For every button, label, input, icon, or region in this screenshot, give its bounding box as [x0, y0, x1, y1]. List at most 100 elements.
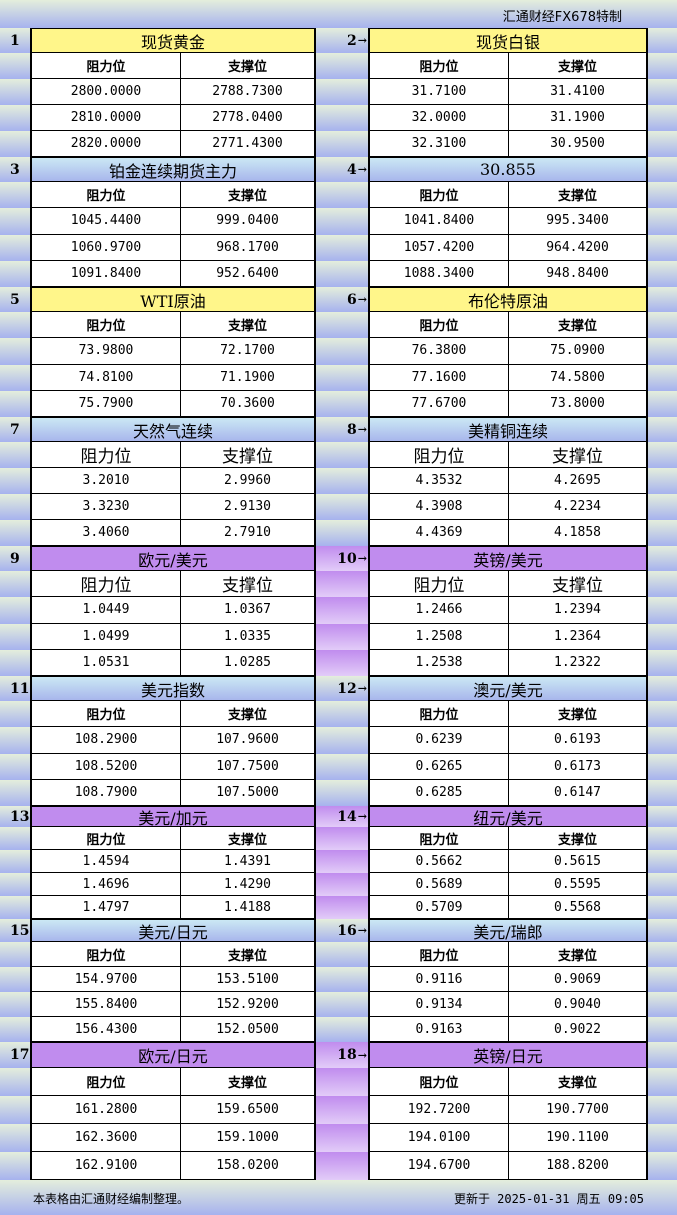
resistance-value: 156.4300 — [74, 1021, 138, 1037]
gutter-middle — [316, 417, 368, 442]
gutter-left — [0, 417, 30, 442]
data-row: 162.3600 159.1000 194.0100 190.1100 — [0, 1124, 677, 1152]
section-row: 美元指数 11 澳元/美元 12 → 阻力位 支撑位 阻力位 支撑位 108.2900 107.96… — [0, 676, 677, 806]
data-row: 1.4696 1.4290 0.5689 0.5595 — [0, 873, 677, 896]
support-value: 75.0900 — [508, 338, 646, 364]
gutter-middle — [316, 919, 368, 942]
gutter-left — [0, 1124, 30, 1152]
support-value: 107.7500 — [180, 753, 314, 779]
support-value: 0.5615 — [508, 850, 646, 872]
resistance-value: 1057.4200 — [403, 239, 475, 255]
column-headers: 阻力位 支撑位 — [368, 701, 648, 728]
column-header-row: 阻力位 支撑位 阻力位 支撑位 — [0, 942, 677, 967]
resistance-value: 77.6700 — [411, 395, 467, 411]
instrument-header: 美精铜连续 — [368, 417, 648, 442]
gutter-middle — [316, 364, 368, 391]
resistance-header: 阻力位 — [419, 60, 459, 75]
level-row: 154.9700 153.5100 — [30, 967, 316, 992]
data-row: 2800.0000 2788.7300 31.7100 31.4100 — [0, 79, 677, 105]
section-row: 欧元/日元 17 英镑/日元 18 → 阻力位 支撑位 阻力位 支撑位 161.2800 159.6… — [0, 1042, 677, 1180]
gutter-left — [0, 597, 30, 624]
gutter-right — [648, 1096, 677, 1124]
brand-label: 汇通财经FX678特制 — [502, 10, 622, 25]
support-value: 999.0400 — [180, 208, 314, 234]
support-value: 968.1700 — [180, 234, 314, 260]
gutter-right — [648, 287, 677, 312]
gutter-left — [0, 468, 30, 494]
level-row: 1.2508 1.2364 — [368, 623, 648, 650]
support-value: 107.5000 — [180, 779, 314, 805]
gutter-left — [0, 234, 30, 261]
column-header-row: 阻力位 支撑位 阻力位 支撑位 — [0, 701, 677, 728]
gutter-left — [0, 260, 30, 287]
level-row: 4.4369 4.1858 — [368, 520, 648, 546]
support-value: 190.1100 — [508, 1124, 646, 1151]
gutter-middle — [316, 260, 368, 287]
support-header: 支撑位 — [508, 571, 646, 597]
arrow-right-icon: → — [357, 423, 367, 436]
quote-grid: 现货黄金 1 现货白银 2 → 阻力位 支撑位 阻力位 支撑位 2800.0000 2788.730… — [0, 28, 677, 1180]
row-number-text: 5 — [10, 291, 20, 308]
row-number: 3 — [10, 157, 20, 182]
instrument-header: 美元指数 — [30, 676, 316, 701]
resistance-header: 阻力位 — [86, 319, 126, 335]
level-row: 194.6700 188.8200 — [368, 1152, 648, 1180]
instrument-title: 天然气连续 — [132, 421, 213, 441]
resistance-value: 1.0499 — [82, 628, 130, 644]
section-header-row: 铂金连续期货主力 3 30.855 4 → — [0, 157, 677, 182]
gutter-right — [648, 597, 677, 624]
section-row: 铂金连续期货主力 3 30.855 4 → 阻力位 支撑位 阻力位 支撑位 1045.4400 99… — [0, 157, 677, 287]
data-row: 75.7900 70.3600 77.6700 73.8000 — [0, 390, 677, 417]
section-header-row: 欧元/日元 17 英镑/日元 18 → — [0, 1042, 677, 1068]
row-number: 13 — [10, 806, 29, 827]
gutter-right — [648, 157, 677, 182]
level-row: 4.3532 4.2695 — [368, 468, 648, 494]
gutter-middle — [316, 597, 368, 624]
gutter-left — [0, 896, 30, 919]
instrument-header: 美元/瑞郎 — [368, 919, 648, 942]
gutter-left — [0, 992, 30, 1017]
column-headers: 阻力位 支撑位 — [30, 827, 316, 850]
resistance-value: 154.9700 — [74, 971, 138, 987]
gutter-left — [0, 520, 30, 546]
gutter-left — [0, 312, 30, 339]
gutter-right — [648, 468, 677, 494]
resistance-value: 0.9116 — [415, 971, 463, 987]
support-value: 948.8400 — [508, 260, 646, 286]
support-value: 153.5100 — [180, 967, 314, 991]
column-header-row: 阻力位 支撑位 阻力位 支撑位 — [0, 53, 677, 79]
support-header: 支撑位 — [508, 53, 646, 78]
row-number-text: 6 — [347, 291, 357, 308]
level-row: 1.0449 1.0367 — [30, 597, 316, 624]
support-value: 2.9130 — [180, 494, 314, 519]
gutter-right — [648, 1124, 677, 1152]
resistance-value: 1.2466 — [415, 602, 463, 618]
instrument-title: 布伦特原油 — [467, 291, 548, 311]
gutter-right — [648, 442, 677, 468]
gutter-middle — [316, 182, 368, 209]
arrow-right-icon: → — [357, 34, 367, 47]
support-value: 158.0200 — [180, 1152, 314, 1179]
gutter-right — [648, 779, 677, 806]
row-number: 10 → — [337, 546, 367, 571]
section-row: 美元/加元 13 纽元/美元 14 → 阻力位 支撑位 阻力位 支撑位 1.4594 1.4391 0… — [0, 806, 677, 919]
instrument-title: 美精铜连续 — [467, 421, 548, 441]
level-row: 0.6285 0.6147 — [368, 779, 648, 806]
support-value: 0.9040 — [508, 992, 646, 1016]
support-value: 31.1900 — [508, 105, 646, 130]
resistance-value: 75.7900 — [78, 395, 134, 411]
level-row: 76.3800 75.0900 — [368, 338, 648, 365]
gutter-right — [648, 312, 677, 339]
column-header-row: 阻力位 支撑位 阻力位 支撑位 — [0, 312, 677, 339]
row-number: 1 — [10, 28, 20, 53]
support-header: 支撑位 — [508, 942, 646, 966]
support-value: 995.3400 — [508, 208, 646, 234]
resistance-value: 1088.3400 — [403, 265, 475, 281]
gutter-right — [648, 105, 677, 131]
gutter-middle — [316, 623, 368, 650]
resistance-value: 108.7900 — [74, 784, 138, 800]
level-row: 4.3908 4.2234 — [368, 494, 648, 520]
gutter-middle — [316, 494, 368, 520]
row-number-text: 13 — [10, 808, 30, 825]
instrument-title: 现货白银 — [475, 32, 540, 52]
